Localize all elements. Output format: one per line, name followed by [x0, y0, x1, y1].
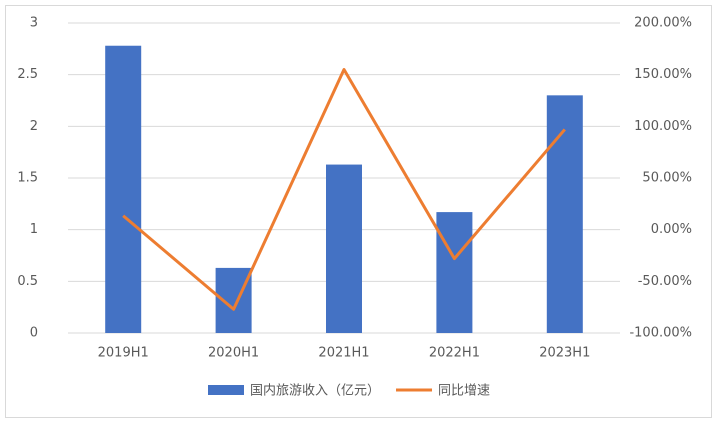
legend-label: 国内旅游收入（亿元）: [250, 383, 380, 399]
y2-tick-label: 200.00%: [634, 16, 692, 31]
bar: [105, 45, 142, 333]
line: [122, 68, 566, 311]
y-tick-label: 0: [30, 326, 38, 341]
y-tick-label: 2: [30, 119, 38, 134]
bar: [546, 95, 583, 333]
y-tick-label: 1: [30, 222, 38, 237]
x-tick-label: 2019H1: [98, 346, 149, 361]
x-tick-label: 2022H1: [429, 346, 480, 361]
y-tick-label: 0.5: [17, 274, 38, 289]
y2-tick-label: 0.00%: [651, 222, 692, 237]
x-tick-label: 2020H1: [208, 346, 259, 361]
x-tick-label: 2021H1: [318, 346, 369, 361]
legend-label: 同比增速: [438, 384, 490, 399]
legend-swatch: [208, 385, 244, 395]
bar: [436, 212, 473, 333]
y2-tick-label: -50.00%: [638, 274, 692, 289]
y-tick-label: 1.5: [17, 171, 38, 186]
bar: [326, 164, 362, 333]
y2-tick-label: 50.00%: [642, 171, 692, 186]
y2-tick-label: 100.00%: [634, 119, 692, 134]
y-tick-label: 2.5: [17, 67, 38, 82]
y2-tick-label: -100.00%: [629, 326, 692, 341]
x-tick-label: 2023H1: [539, 346, 590, 361]
y-tick-label: 3: [30, 16, 38, 31]
y2-tick-label: 150.00%: [634, 67, 692, 82]
